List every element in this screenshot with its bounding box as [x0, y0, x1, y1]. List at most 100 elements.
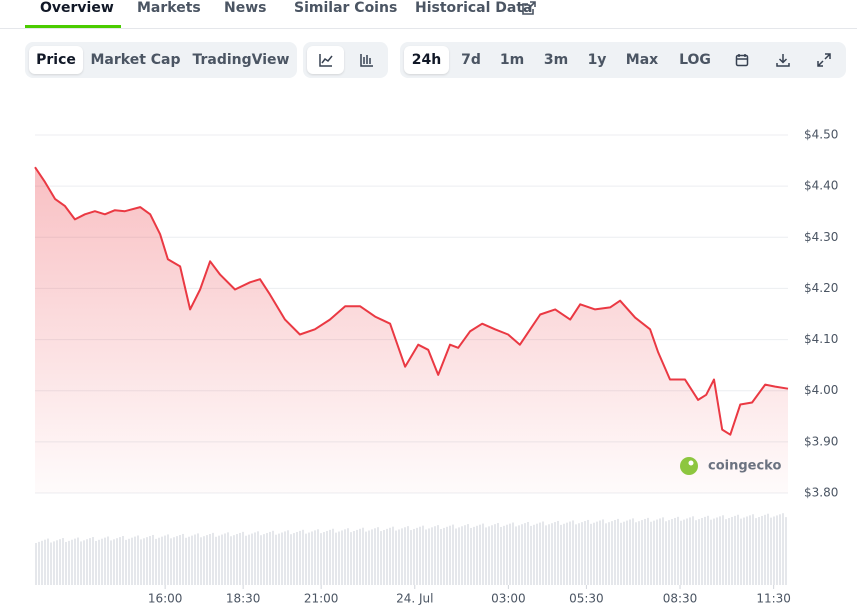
chart-toggle[interactable]: TradingView [192, 52, 290, 68]
volume-bar [428, 528, 430, 585]
watermark-logo-eye [688, 460, 694, 466]
range-button[interactable]: 3m [543, 52, 569, 68]
volume-bar [71, 539, 73, 585]
volume-bar [365, 531, 367, 585]
volume-bar [356, 529, 358, 585]
x-tick-label: 11:30 [756, 592, 791, 606]
chart-toggle[interactable]: Price [29, 46, 83, 74]
volume-bar [563, 523, 565, 585]
volume-bar [485, 527, 487, 585]
x-tick-label: 24. Jul [396, 592, 433, 606]
volume-bar [617, 518, 619, 585]
candle-chart-button[interactable] [348, 46, 385, 74]
volume-bar [131, 537, 133, 585]
volume-bar [548, 524, 550, 585]
volume-bar [683, 519, 685, 585]
range-button[interactable]: 1y [587, 52, 607, 68]
volume-bar [773, 516, 775, 585]
volume-bar [401, 528, 403, 585]
range-button[interactable]: Max [625, 52, 659, 68]
volume-bar [533, 524, 535, 585]
volume-bar [731, 516, 733, 585]
volume-bar [260, 535, 262, 585]
volume-bar [467, 524, 469, 585]
volume-bar [296, 531, 298, 585]
volume-bar [743, 517, 745, 585]
volume-bar [203, 536, 205, 585]
volume-bar [719, 516, 721, 585]
volume-bar [50, 542, 52, 585]
volume-bar [353, 531, 355, 585]
download-button[interactable] [769, 46, 797, 74]
volume-bar [461, 526, 463, 585]
range-button[interactable]: 1m [499, 52, 525, 68]
volume-bar [500, 526, 502, 585]
volume-bar [95, 540, 97, 585]
range-button[interactable]: 7d [461, 52, 481, 68]
volume-bar [143, 538, 145, 585]
candle-icon [359, 54, 373, 67]
volume-bar [623, 521, 625, 585]
volume-bar [602, 519, 604, 585]
volume-bar [464, 525, 466, 585]
volume-bar [497, 523, 499, 585]
volume-bar [782, 513, 784, 585]
volume-bar [371, 529, 373, 585]
volume-bar [128, 538, 130, 585]
line-icon [318, 54, 333, 67]
chart-toggle[interactable]: Market Cap [90, 52, 181, 68]
volume-bar [344, 529, 346, 585]
volume-bar [278, 533, 280, 585]
volume-bars [35, 513, 787, 585]
tab[interactable]: Markets [137, 0, 201, 16]
y-tick-label: $4.50 [804, 128, 838, 142]
tab[interactable]: Similar Coins [294, 0, 398, 16]
x-tick-label: 03:00 [491, 592, 526, 606]
volume-bar [614, 520, 616, 585]
fullscreen-icon [817, 53, 831, 67]
volume-bar [326, 530, 328, 585]
volume-bar [389, 527, 391, 585]
volume-bar [119, 537, 121, 585]
volume-bar [695, 520, 697, 585]
volume-bar [608, 522, 610, 585]
volume-bar [452, 524, 454, 585]
tab[interactable]: Historical Data [415, 0, 533, 16]
volume-bar [698, 519, 700, 585]
range-button[interactable]: LOG [679, 52, 711, 68]
volume-bar [41, 540, 43, 585]
volume-bar [506, 524, 508, 585]
volume-bar [713, 518, 715, 585]
volume-bar [404, 527, 406, 585]
price-area [35, 167, 788, 493]
volume-bar [521, 524, 523, 585]
tab[interactable]: News [224, 0, 267, 16]
volume-bar [236, 534, 238, 585]
tab[interactable]: Overview [40, 0, 114, 16]
volume-bar [209, 533, 211, 585]
fullscreen-button[interactable] [810, 46, 838, 74]
volume-bar [158, 537, 160, 585]
volume-bar [383, 529, 385, 585]
plot [34, 166, 789, 493]
line-chart-button[interactable] [307, 46, 344, 74]
volume-bar [329, 529, 331, 585]
volume-bar [248, 534, 250, 585]
volume-bar [671, 519, 673, 585]
volume-bar [80, 541, 82, 585]
volume-bar [539, 522, 541, 585]
volume-bar [599, 520, 601, 585]
volume-bar [380, 531, 382, 585]
volume-bar [374, 528, 376, 585]
volume-bar [425, 529, 427, 585]
volume-bar [44, 539, 46, 585]
volume-bar [302, 529, 304, 585]
volume-bar [449, 525, 451, 585]
volume-bar [488, 526, 490, 585]
volume-bar [110, 540, 112, 585]
y-tick-label: $4.30 [804, 230, 838, 244]
range-button[interactable]: 24h [404, 46, 449, 74]
calendar-button[interactable] [728, 46, 756, 74]
volume-bar [653, 520, 655, 585]
volume-bar [38, 541, 40, 585]
